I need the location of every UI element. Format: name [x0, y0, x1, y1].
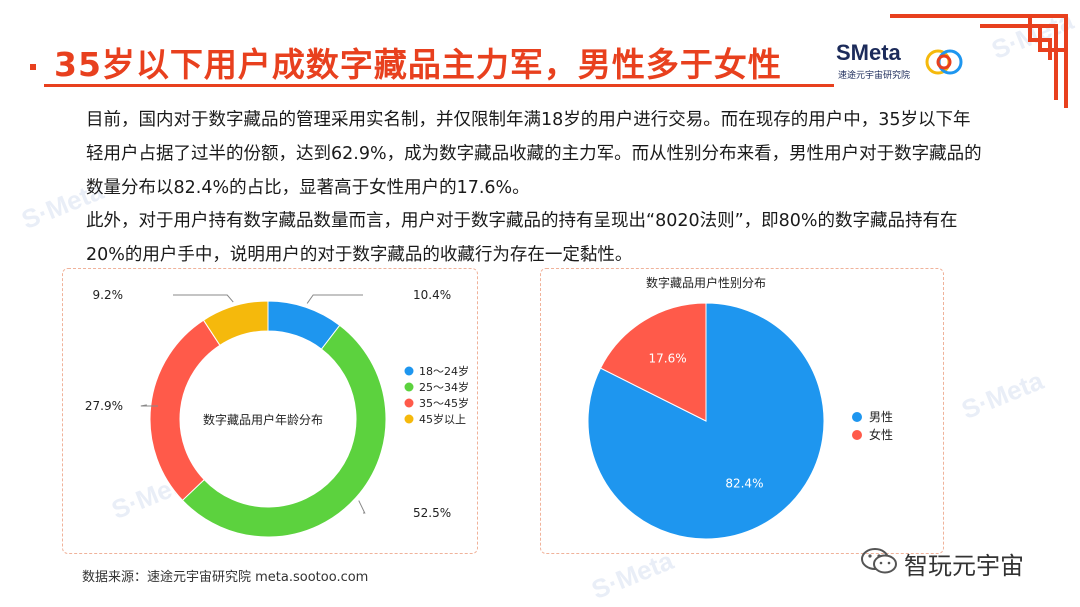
wechat-icon — [861, 548, 897, 574]
age-donut-chart: 数字藏品用户年龄分布 10.4% 52.5% 27.9% 9.2% 18～24岁 25～34… — [85, 288, 469, 538]
pie-slice-0 — [587, 302, 825, 540]
gender-chart-panel: 数字藏品用户性别分布 82.4% 17.6% 男性女性 — [540, 268, 944, 554]
logo-wordmark: SMeta — [836, 40, 901, 65]
donut-leader-line-3 — [173, 294, 234, 303]
legend-label-2: 35～45岁 — [419, 396, 469, 410]
pie-value-label-0: 82.4% — [725, 476, 763, 490]
legend-label-3: 45岁以上 — [419, 412, 466, 426]
pie-legend-marker-0 — [852, 412, 862, 422]
donut-leader-line-1 — [358, 500, 366, 514]
corner-frame-decoration — [890, 14, 1068, 108]
donut-value-label-2: 27.9% — [85, 399, 123, 413]
data-source: 数据来源：速途元宇宙研究院 meta.sootoo.com — [82, 570, 369, 585]
pie-legend-label-1: 女性 — [869, 427, 893, 442]
legend-marker-1 — [404, 382, 414, 392]
pie-legend-label-0: 男性 — [869, 410, 893, 424]
legend-marker-0 — [404, 366, 414, 376]
body-paragraph-1: 目前，国内对于数字藏品的管理采用实名制，并仅限制年满18岁的用户进行交易。而在现… — [86, 110, 982, 198]
legend-marker-3 — [404, 414, 414, 424]
legend-marker-2 — [404, 398, 414, 408]
donut-chart-title: 数字藏品用户年龄分布 — [203, 412, 323, 427]
wechat-account: 智玩元宇宙 — [860, 542, 1060, 582]
donut-leader-line-0 — [306, 294, 363, 304]
title-bar: 35岁以下用户成数字藏品主力军，男性多于女性 — [30, 36, 834, 87]
logo-mark-icon — [925, 49, 963, 75]
body-paragraph-2: 此外，对于用户持有数字藏品数量而言，用户对于数字藏品的持有呈现出“8020法则”… — [86, 211, 958, 265]
page-title: 35岁以下用户成数字藏品主力军，男性多于女性 — [54, 45, 782, 84]
watermark: S·Meta — [957, 365, 1048, 425]
smeta-logo: SMeta 速途元宇宙研究院 — [836, 40, 966, 86]
pie-legend-marker-1 — [852, 430, 862, 440]
age-chart-panel: 数字藏品用户年龄分布 10.4% 52.5% 27.9% 9.2% 18～24岁 25～34… — [62, 268, 478, 554]
donut-slice-1 — [181, 324, 387, 538]
title-accent — [30, 64, 36, 70]
legend-label-1: 25～34岁 — [419, 380, 469, 394]
donut-value-label-0: 10.4% — [413, 288, 451, 302]
wechat-name: 智玩元宇宙 — [904, 552, 1024, 580]
donut-leader-line-2 — [140, 404, 158, 407]
donut-value-label-1: 52.5% — [413, 506, 451, 520]
donut-value-label-3: 9.2% — [93, 288, 124, 302]
donut-slice-3 — [202, 300, 269, 346]
pie-chart-title: 数字藏品用户性别分布 — [646, 275, 766, 290]
logo-subtitle: 速途元宇宙研究院 — [838, 71, 911, 81]
legend-label-0: 18～24岁 — [419, 364, 469, 378]
pie-slice-1 — [599, 302, 707, 422]
donut-slice-2 — [149, 319, 221, 502]
pie-value-label-1: 17.6% — [649, 352, 687, 366]
title-underline — [44, 84, 834, 87]
